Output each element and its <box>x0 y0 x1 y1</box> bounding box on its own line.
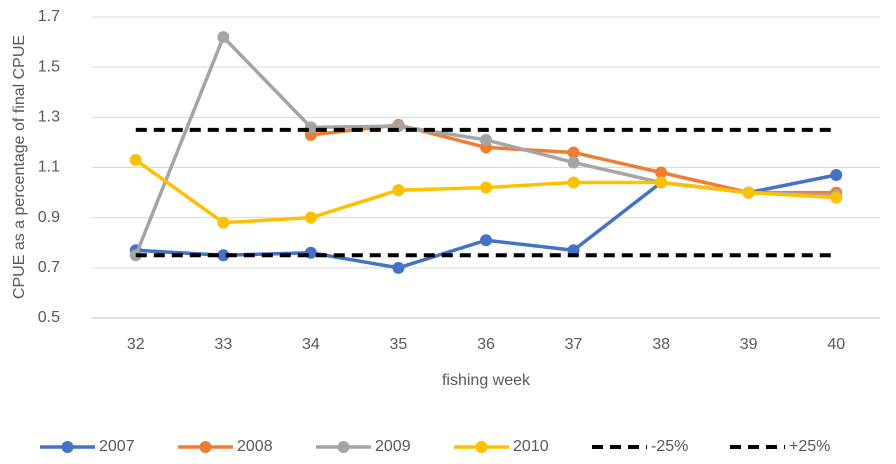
data-point <box>567 176 580 189</box>
data-point <box>830 191 843 204</box>
data-point <box>567 156 580 169</box>
x-tick-label: 37 <box>565 336 583 353</box>
data-point <box>392 184 405 197</box>
y-axis-title: CPUE as a percentage of final CPUE <box>11 35 28 299</box>
legend-marker <box>61 441 74 453</box>
data-point <box>304 211 317 224</box>
data-point <box>567 146 580 159</box>
y-tick-label: 0.5 <box>38 309 60 326</box>
data-point <box>567 244 580 257</box>
x-tick-label: 33 <box>214 336 232 353</box>
legend-label: 2007 <box>99 438 135 455</box>
data-point <box>217 249 230 262</box>
data-point <box>655 166 668 179</box>
legend-label: 2010 <box>513 438 549 455</box>
y-tick-label: 1.5 <box>38 58 60 75</box>
y-tick-label: 0.9 <box>38 209 60 226</box>
legend-label: 2008 <box>237 438 273 455</box>
x-tick-label: 36 <box>477 336 495 353</box>
y-tick-label: 1.3 <box>38 109 60 126</box>
x-tick-label: 34 <box>302 336 320 353</box>
data-point <box>129 153 142 166</box>
x-tick-label: 32 <box>127 336 145 353</box>
y-tick-label: 1.1 <box>38 159 60 176</box>
x-axis-title: fishing week <box>442 372 531 389</box>
x-tick-label: 38 <box>652 336 670 353</box>
data-point <box>480 133 492 146</box>
legend-marker <box>337 441 350 453</box>
legend-label: 2009 <box>375 438 411 455</box>
data-point <box>217 216 230 229</box>
data-point <box>480 181 492 194</box>
x-tick-label: 35 <box>390 336 408 353</box>
legend-label: +25% <box>789 438 830 455</box>
y-tick-label: 1.7 <box>38 8 60 25</box>
y-tick-label: 0.7 <box>38 259 60 276</box>
x-tick-label: 39 <box>740 336 758 353</box>
legend-label: -25% <box>651 438 688 455</box>
data-point <box>480 234 492 247</box>
data-point <box>217 31 230 44</box>
data-point <box>655 176 668 189</box>
legend-marker <box>475 441 488 453</box>
x-tick-label: 40 <box>827 336 845 353</box>
data-point <box>742 186 755 199</box>
data-point <box>392 261 405 274</box>
data-point <box>830 169 843 182</box>
legend-marker <box>199 441 212 453</box>
